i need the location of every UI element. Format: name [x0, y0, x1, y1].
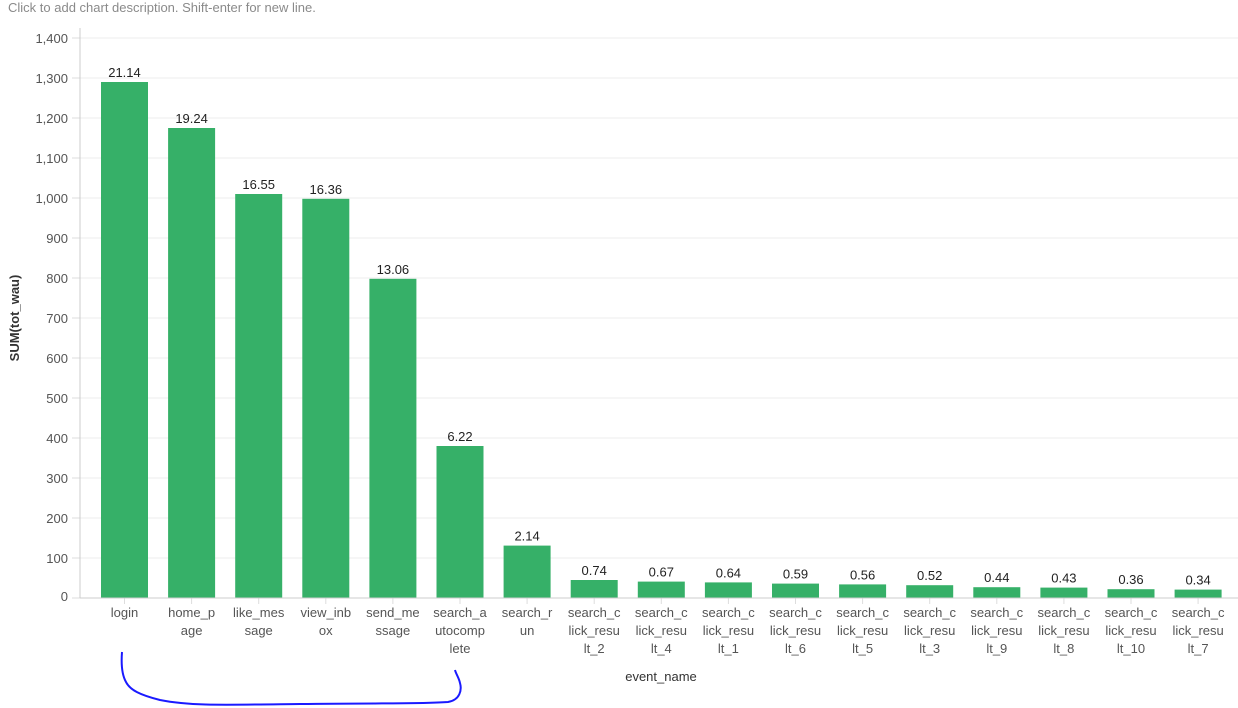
bar-home_page: [168, 128, 216, 598]
bar-search_click_result_10: [1107, 589, 1155, 598]
bar-view_inbox: [302, 198, 350, 599]
x-tick-label: like_mes: [233, 605, 285, 620]
x-tick-label: search_c: [635, 605, 688, 620]
x-tick-label: lick_resu: [636, 623, 687, 638]
x-tick-label: search_c: [1172, 605, 1225, 620]
data-label: 2.14: [514, 529, 539, 544]
x-tick-label: lick_resu: [1105, 623, 1156, 638]
x-tick-label: lick_resu: [1172, 623, 1223, 638]
data-label: 0.44: [984, 570, 1009, 585]
y-tick-label: 0: [61, 589, 68, 604]
x-tick-label: search_c: [970, 605, 1023, 620]
x-axis-title: event_name: [625, 669, 697, 684]
bar-login: [101, 82, 148, 598]
y-tick-label: 1,200: [35, 111, 68, 126]
bar-search_click_result_1: [704, 582, 752, 598]
x-tick-label: lt_7: [1188, 641, 1209, 656]
bar-search_click_result_6: [772, 583, 819, 598]
bar-search_run: [503, 545, 551, 598]
y-tick-label: 500: [46, 391, 68, 406]
y-tick-label: 400: [46, 431, 68, 446]
y-tick-label: 200: [46, 511, 68, 526]
x-tick-label: lick_resu: [1038, 623, 1089, 638]
x-tick-label: search_c: [1105, 605, 1158, 620]
x-tick-label: lick_resu: [837, 623, 888, 638]
x-tick-label: lt_10: [1117, 641, 1145, 656]
x-tick-label: lt_2: [584, 641, 605, 656]
x-tick-label: login: [111, 605, 138, 620]
bar-search_click_result_9: [973, 587, 1021, 598]
data-label: 21.14: [108, 65, 141, 80]
x-tick-label: lt_3: [919, 641, 940, 656]
x-tick-label: view_inb: [301, 605, 352, 620]
x-tick-label: lt_1: [718, 641, 739, 656]
y-tick-label: 600: [46, 351, 68, 366]
y-tick-label: 300: [46, 471, 68, 486]
bar-like_message: [235, 194, 283, 598]
y-tick-label: 1,100: [35, 151, 68, 166]
x-tick-label: search_a: [433, 605, 487, 620]
x-tick-label: lt_5: [852, 641, 873, 656]
x-tick-label: search_c: [903, 605, 956, 620]
data-label: 0.74: [582, 563, 607, 578]
x-tick-label: lick_resu: [703, 623, 754, 638]
x-tick-label: lete: [450, 641, 471, 656]
x-tick-label: search_c: [769, 605, 822, 620]
data-label: 19.24: [175, 111, 208, 126]
x-tick-label: age: [181, 623, 203, 638]
y-tick-label: 700: [46, 311, 68, 326]
x-tick-label: search_r: [502, 605, 553, 620]
x-tick-label: lt_8: [1053, 641, 1074, 656]
data-label: 0.43: [1051, 571, 1076, 586]
x-tick-label: lick_resu: [569, 623, 620, 638]
x-tick-label: utocomp: [435, 623, 485, 638]
x-tick-label: lick_resu: [770, 623, 821, 638]
y-tick-label: 1,400: [35, 31, 68, 46]
bar-send_message: [369, 278, 417, 598]
x-tick-label: send_me: [366, 605, 419, 620]
x-tick-label: search_c: [1038, 605, 1091, 620]
x-tick-label: lick_resu: [971, 623, 1022, 638]
data-label: 0.36: [1118, 572, 1143, 587]
data-label: 0.52: [917, 568, 942, 583]
x-tick-label: sage: [245, 623, 273, 638]
data-label: 0.67: [649, 565, 674, 580]
x-tick-label: lt_6: [785, 641, 806, 656]
data-label: 16.55: [242, 177, 275, 192]
y-tick-label: 100: [46, 551, 68, 566]
bar-search_autocomplete: [436, 446, 484, 598]
bar-search_click_result_8: [1040, 587, 1088, 598]
x-tick-label: un: [520, 623, 534, 638]
y-tick-label: 1,000: [35, 191, 68, 206]
x-tick-label: home_p: [168, 605, 215, 620]
x-tick-label: lick_resu: [904, 623, 955, 638]
x-tick-label: ox: [319, 623, 333, 638]
y-tick-label: 800: [46, 271, 68, 286]
data-label: 0.64: [716, 565, 741, 580]
x-tick-label: lt_9: [986, 641, 1007, 656]
data-label: 0.59: [783, 567, 808, 582]
y-tick-label: 1,300: [35, 71, 68, 86]
bar-search_click_result_7: [1174, 589, 1222, 598]
chart-description-placeholder[interactable]: Click to add chart description. Shift-en…: [8, 0, 316, 15]
hand-drawn-bracket-annotation: [120, 651, 462, 706]
x-tick-label: lt_4: [651, 641, 672, 656]
data-label: 0.34: [1185, 573, 1210, 588]
y-axis-title: SUM(tot_wau): [7, 275, 22, 362]
x-tick-label: search_c: [568, 605, 621, 620]
x-tick-label: ssage: [376, 623, 411, 638]
y-tick-label: 900: [46, 231, 68, 246]
data-label: 13.06: [377, 262, 410, 277]
bar-search_click_result_2: [570, 580, 618, 598]
bar-search_click_result_5: [839, 584, 887, 598]
data-label: 16.36: [310, 182, 343, 197]
x-tick-label: search_c: [836, 605, 889, 620]
x-tick-label: search_c: [702, 605, 755, 620]
data-label: 0.56: [850, 567, 875, 582]
bar-search_click_result_3: [906, 585, 954, 598]
bar-search_click_result_4: [637, 581, 685, 598]
data-label: 6.22: [447, 429, 472, 444]
